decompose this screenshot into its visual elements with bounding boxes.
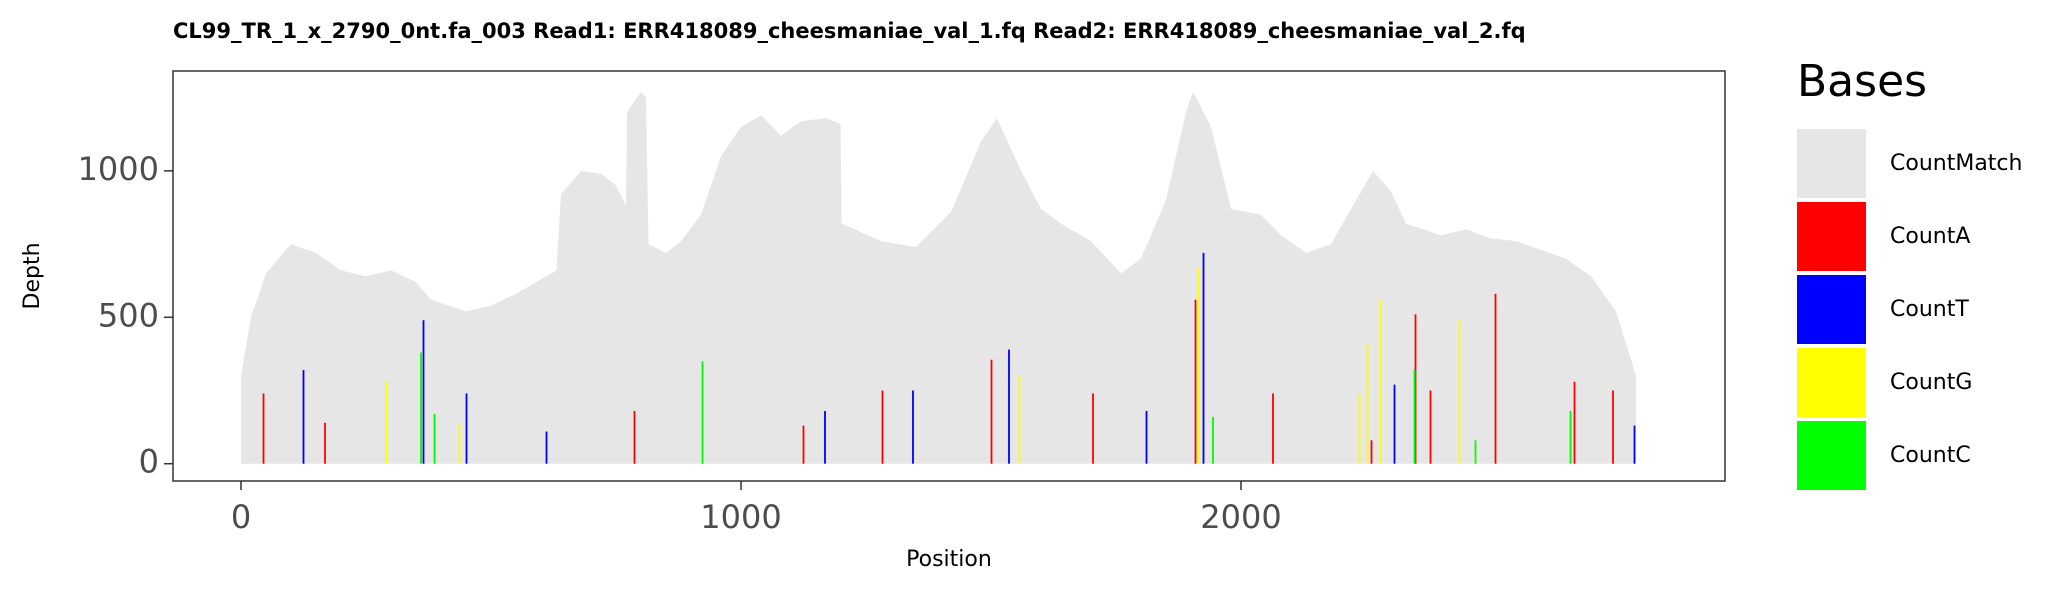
base-bar	[1018, 375, 1021, 464]
base-bar	[912, 390, 914, 464]
base-bar	[465, 393, 468, 464]
legend-label: CountG	[1890, 370, 1972, 395]
base-bar	[545, 431, 548, 464]
legend-swatch	[1797, 275, 1866, 344]
base-bar	[1494, 293, 1497, 464]
legend-swatch	[1797, 129, 1866, 198]
base-bar	[1008, 349, 1010, 464]
base-bar	[824, 411, 826, 464]
base-bar	[1202, 252, 1205, 464]
base-bar	[633, 411, 636, 464]
legend-label: CountA	[1890, 224, 1970, 249]
base-bar	[1370, 440, 1373, 464]
base-bar	[1414, 314, 1417, 464]
legend-label: CountT	[1890, 297, 1969, 322]
base-bar	[420, 352, 422, 464]
legend-label: CountMatch	[1890, 151, 2022, 176]
base-bar	[1569, 411, 1572, 464]
y-tick-label: 1000	[78, 150, 159, 188]
legend-swatch	[1797, 421, 1866, 490]
base-bar	[1092, 393, 1094, 464]
base-bar	[1272, 393, 1274, 464]
y-axis-label: Depth	[20, 242, 45, 309]
base-bar	[1612, 390, 1614, 464]
base-bar	[1413, 370, 1416, 464]
x-tick-label: 1000	[700, 498, 781, 536]
legend-label: CountC	[1890, 443, 1971, 468]
base-bar	[881, 390, 884, 464]
base-bar	[1429, 390, 1432, 464]
base-bar	[1633, 425, 1636, 464]
base-bar	[458, 422, 461, 464]
base-bar	[1380, 299, 1382, 464]
base-bar	[1366, 343, 1369, 464]
base-bar	[1212, 416, 1214, 464]
legend-swatch	[1797, 202, 1866, 271]
y-tick-label: 500	[98, 296, 159, 334]
base-bar	[324, 422, 326, 464]
base-bar	[990, 359, 993, 464]
legend-swatch	[1797, 348, 1866, 417]
base-bar	[701, 361, 704, 464]
base-bar	[1458, 320, 1461, 464]
base-bar	[422, 320, 425, 464]
base-bar	[1393, 384, 1396, 464]
x-tick-label: 0	[231, 498, 251, 536]
base-bar	[302, 370, 305, 464]
base-bar	[1573, 381, 1576, 464]
x-axis-label: Position	[906, 547, 992, 572]
base-bar	[1358, 393, 1361, 464]
chart-title: CL99_TR_1_x_2790_0nt.fa_003 Read1: ERR41…	[173, 19, 1526, 43]
base-bar	[1194, 299, 1197, 464]
y-tick-label: 0	[139, 443, 159, 481]
base-bar	[262, 393, 265, 464]
legend-title: Bases	[1797, 56, 1927, 107]
base-bar	[433, 413, 436, 464]
base-bar	[1145, 411, 1148, 464]
base-bar	[385, 381, 388, 464]
base-bar	[1197, 267, 1200, 464]
x-tick-label: 2000	[1200, 498, 1281, 536]
coverage-area	[241, 91, 1636, 464]
base-bar	[1474, 440, 1477, 464]
panel-border	[172, 70, 1726, 482]
base-bar	[802, 425, 805, 464]
